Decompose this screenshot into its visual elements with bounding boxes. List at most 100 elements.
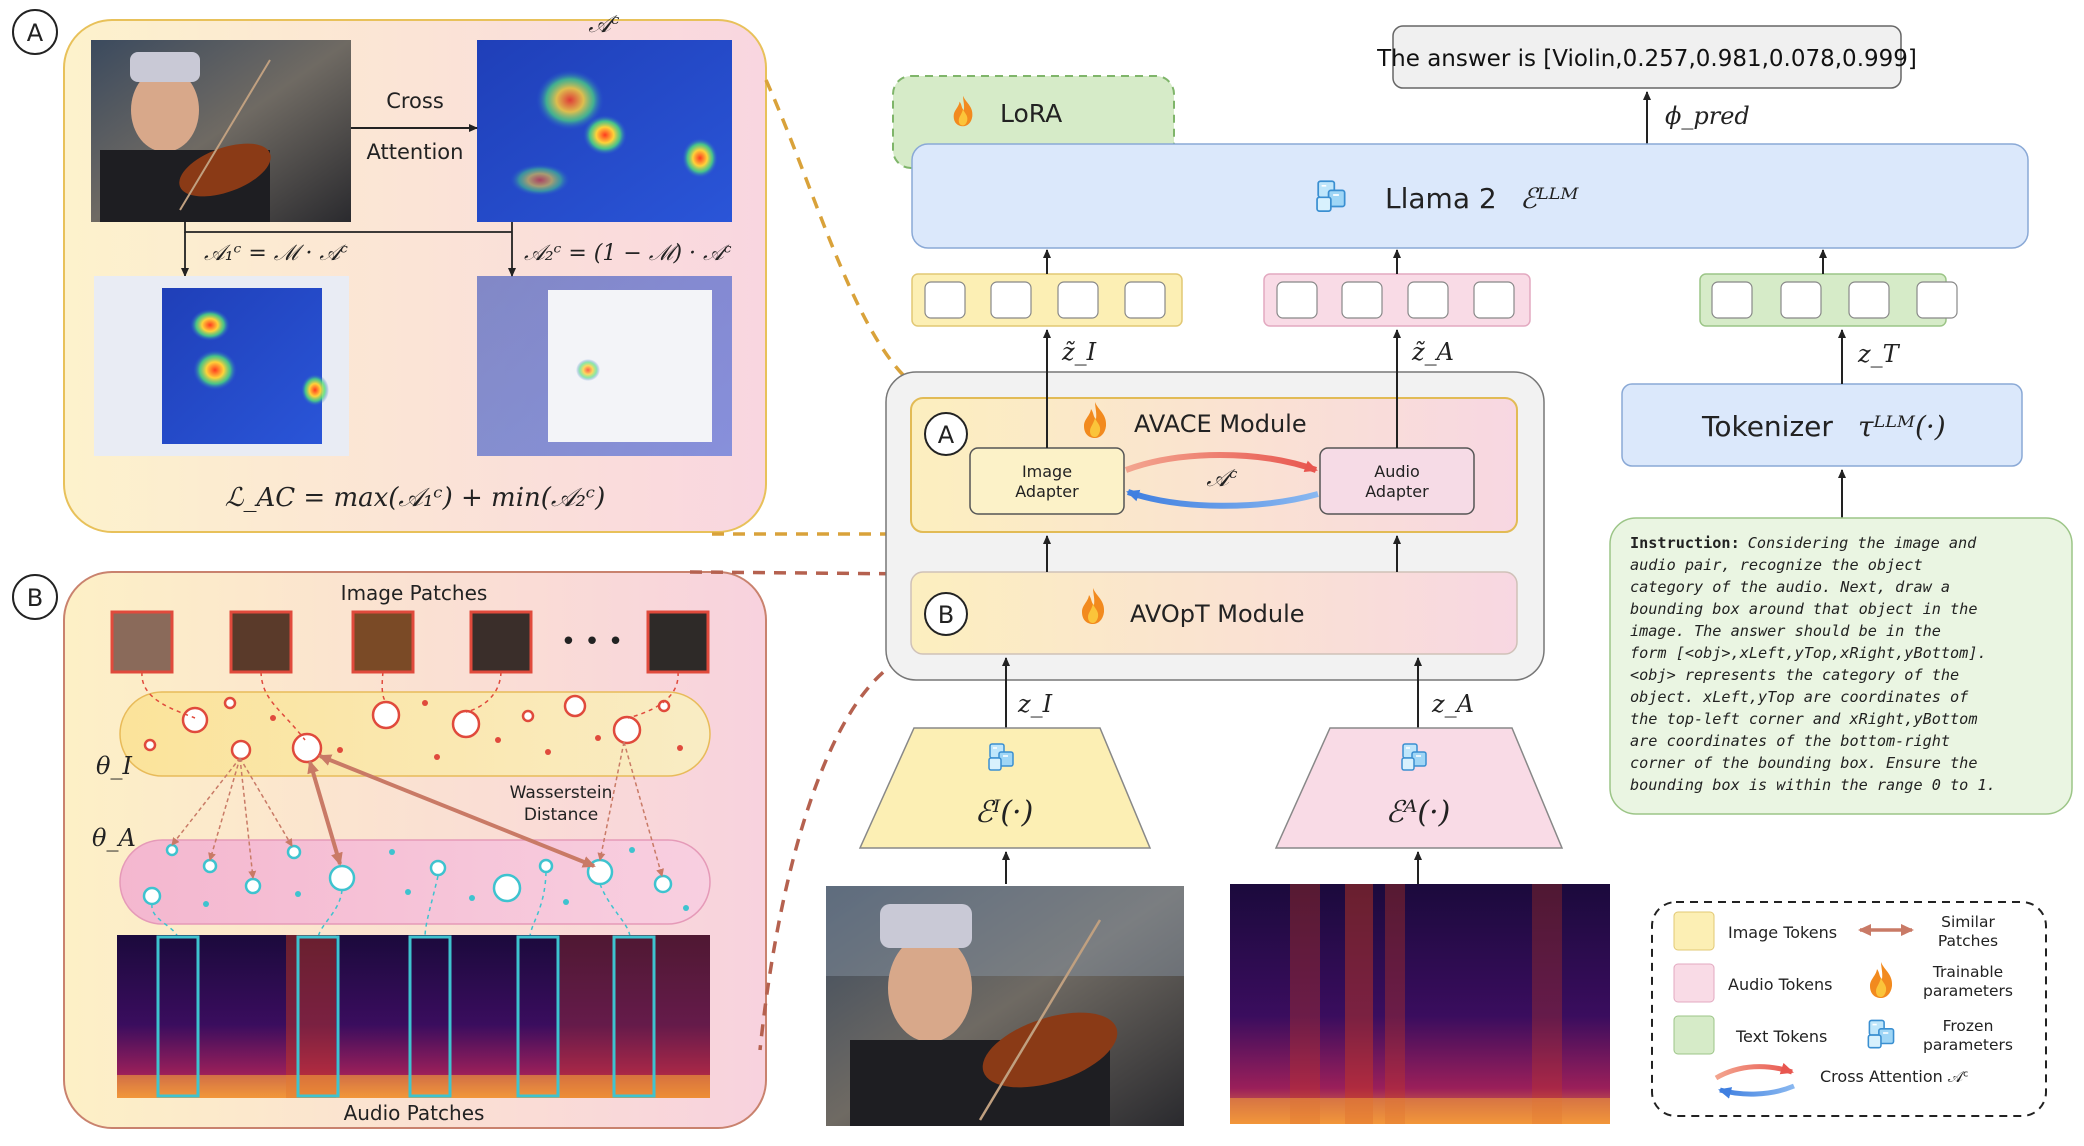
image-adapter-line1: Image <box>1022 462 1072 481</box>
cross-attention-blue-arrow <box>1126 489 1319 509</box>
instruction-line: bounding box is within the range 0 to 1. <box>1630 776 1996 794</box>
tokenizer-symbol: τᴸᴸᴹ(·) <box>1858 410 1946 443</box>
legend-similar-2: Patches <box>1938 932 1998 950</box>
image-patch <box>351 610 415 674</box>
z-tilde-i-label: z̃_I <box>1061 338 1097 366</box>
instruction-line: object. xLeft,yTop are coordinates of <box>1630 688 1969 706</box>
wasserstein-label-1: Wasserstein <box>510 783 613 803</box>
attn-map-label: 𝒜ᶜ <box>588 10 619 38</box>
avace-badge-text: A <box>938 421 955 449</box>
ac-label: 𝒜ᶜ <box>1206 464 1237 492</box>
instruction-text: Instruction: Considering the image and au… <box>1630 534 1996 794</box>
z-tilde-a-label: z̃_A <box>1411 338 1454 366</box>
legend-text-token-swatch <box>1673 1015 1715 1055</box>
avace-badge <box>924 412 968 456</box>
eq-a1: 𝒜₁ᶜ = ℳ · 𝒜ᶜ <box>204 241 348 266</box>
audio-patch <box>612 935 656 1098</box>
masked-map-inside <box>94 276 349 456</box>
masked-map-outside <box>477 276 732 456</box>
input-violin-image <box>826 886 1184 1126</box>
image-patches-title: Image Patches <box>341 581 488 605</box>
legend-cross-red-arrow-icon <box>1714 1062 1794 1081</box>
attention-label: Attention <box>367 140 464 164</box>
loss-equation: ℒ_AC = max(𝒜₁ᶜ) + min(𝒜₂ᶜ) <box>225 483 606 513</box>
avace-title: AVACE Module <box>1134 410 1307 438</box>
image-adapter-box <box>969 447 1125 515</box>
panel-b-badge <box>12 574 58 620</box>
llama-label: Llama 2 <box>1385 182 1497 215</box>
answer-box <box>1392 25 1902 89</box>
tokenizer-box <box>1621 383 2023 467</box>
encoder-to-avopt-arrows <box>1002 657 1422 728</box>
instruction-line: bounding box around that object in the <box>1630 600 1977 618</box>
text-token-strip <box>1699 273 1958 327</box>
instruction-label: Instruction: <box>1630 534 1740 552</box>
audio-adapter-line1: Audio <box>1374 462 1419 481</box>
panel-b: B Image Patches • • • θ_I <box>12 571 767 1129</box>
audio-adapter-line2: Adapter <box>1365 482 1429 501</box>
z-i-label: z_I <box>1017 690 1053 718</box>
legend-frozen-2: parameters <box>1923 1036 2013 1054</box>
instruction-line: category of the audio. Next, draw a <box>1630 578 1950 596</box>
legend-image-tokens: Image Tokens <box>1728 923 1837 942</box>
adapter-to-token-arrows <box>1043 329 1401 448</box>
audio-patch <box>408 935 452 1098</box>
llama-symbol: ℰᴸᴸᴹ <box>1520 182 1579 215</box>
eq-a2: 𝒜₂ᶜ = (1 − ℳ) · 𝒜ᶜ <box>524 241 732 266</box>
audio-patches-title: Audio Patches <box>344 1101 485 1125</box>
avopt-module <box>910 571 1518 655</box>
legend-frozen-1: Frozen <box>1943 1017 1994 1035</box>
image-encoder <box>858 727 1152 849</box>
image-patch <box>229 610 293 674</box>
image-nodes <box>143 694 671 764</box>
avopt-badge <box>924 592 968 636</box>
image-patch <box>646 610 710 674</box>
tokenizer-label: Tokenizer <box>1701 410 1833 443</box>
image-token-strip <box>911 273 1183 327</box>
image-patch-links <box>141 671 679 741</box>
wasserstein-label-2: Distance <box>524 805 598 825</box>
instruction-line: audio pair, recognize the object <box>1630 556 1923 574</box>
theta-a-label: θ_A <box>92 824 136 852</box>
audio-patch <box>296 935 340 1098</box>
instruction-line: the top-left corner and xRight,yBottom <box>1630 710 1977 728</box>
avopt-badge-text: B <box>938 601 954 629</box>
input-spectrogram <box>1230 884 1610 1124</box>
lora-label: LoRA <box>1000 99 1062 128</box>
avopt-title: AVOpT Module <box>1130 600 1305 628</box>
image-adapter-line2: Adapter <box>1015 482 1079 501</box>
answer-text: The answer is [Violin,0.257,0.981,0.078,… <box>1376 46 1917 72</box>
image-patch <box>469 610 533 674</box>
panel-a-badge <box>12 9 58 55</box>
instruction-line: form [<obj>,xLeft,yTop,xRight,yBottom]. <box>1630 644 1987 662</box>
instruction-line: <obj> represents the category of the <box>1630 666 1959 684</box>
instruction-box <box>1609 517 2073 815</box>
instruction-line: Considering the image and <box>1748 534 1977 552</box>
cross-attention-red-arrow <box>1124 452 1318 473</box>
legend-similar-1: Similar <box>1941 913 1995 931</box>
audio-adapter-box <box>1319 447 1475 515</box>
panel-a: A 𝒜ᶜ Cross Attention 𝒜₁ᶜ = ℳ · 𝒜ᶜ 𝒜 <box>12 9 767 533</box>
legend-trainable-1: Trainable <box>1932 963 2003 981</box>
audio-spectrogram-patches <box>117 935 710 1098</box>
legend-image-token-swatch <box>1673 911 1715 951</box>
avopt-to-adapter-arrows <box>1043 535 1401 572</box>
legend-audio-tokens: Audio Tokens <box>1728 975 1832 994</box>
audio-encoder-label: ℰᴬ(·) <box>1386 795 1451 830</box>
audio-patch <box>516 935 560 1098</box>
legend-trainable-2: parameters <box>1923 982 2013 1000</box>
z-t-label: z_T <box>1857 340 1901 368</box>
audio-encoder <box>1274 727 1564 849</box>
instruction-line: are coordinates of the bottom-right <box>1630 732 1950 750</box>
attention-map-image <box>477 40 732 222</box>
similarity-dashed-arrows <box>171 741 664 879</box>
theta-a-band <box>119 839 711 925</box>
violinist-photo-small <box>91 40 351 222</box>
audio-patch <box>156 935 200 1098</box>
wasserstein-arrows <box>307 754 596 868</box>
llama-box <box>911 143 2029 249</box>
image-encoder-label: ℰᴵ(·) <box>975 795 1034 830</box>
token-to-llm-arrows <box>1043 249 1827 274</box>
instruction-line: corner of the bounding box. Ensure the <box>1630 754 1977 772</box>
